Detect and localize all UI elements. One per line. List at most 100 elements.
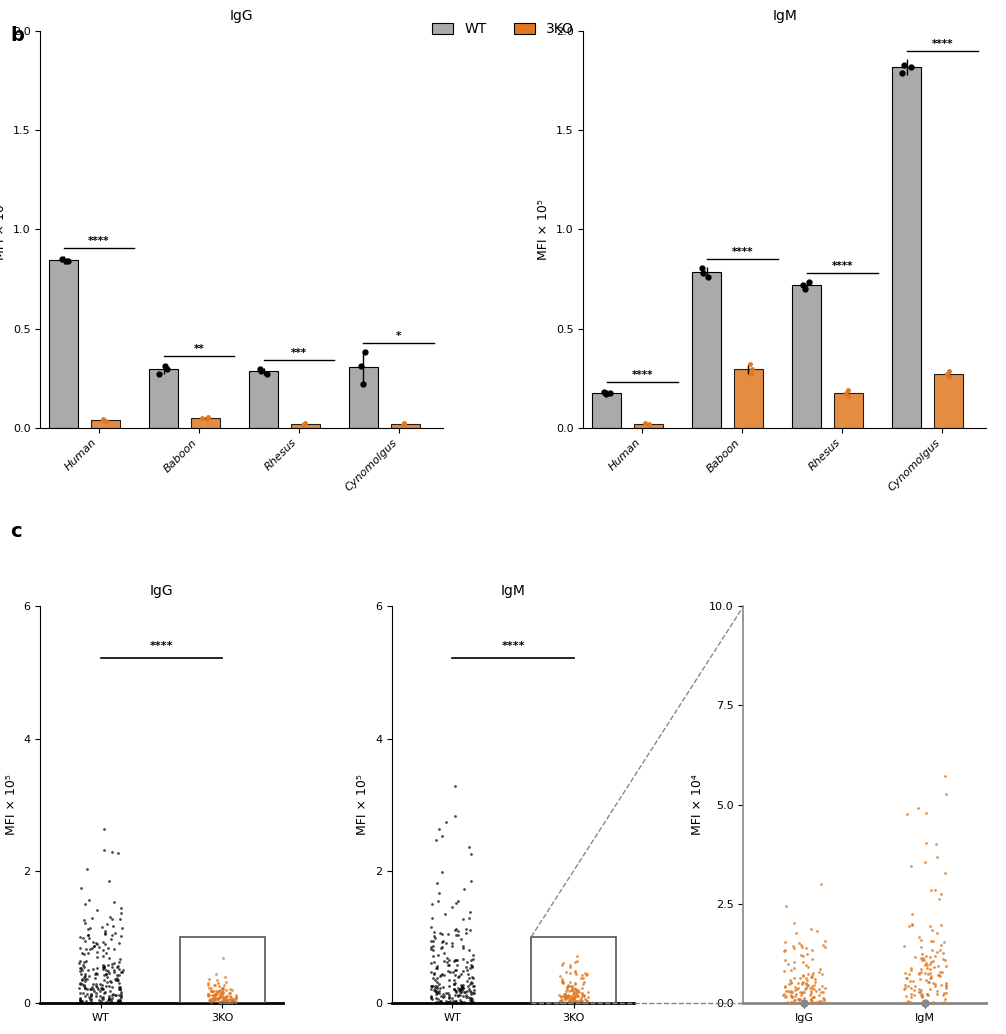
- Text: ****: ****: [831, 261, 853, 271]
- Point: [445, 964, 461, 980]
- Point: [805, 978, 821, 995]
- Bar: [792, 285, 821, 428]
- Point: [97, 936, 113, 952]
- Point: [97, 960, 113, 976]
- Point: [920, 966, 937, 982]
- Point: [83, 909, 100, 925]
- Point: [918, 805, 935, 822]
- Point: [929, 986, 945, 1003]
- Point: [778, 942, 794, 959]
- Point: [108, 972, 124, 989]
- Y-axis label: MFI × 10⁵: MFI × 10⁵: [537, 199, 550, 260]
- Point: [431, 820, 447, 837]
- Point: [86, 961, 102, 977]
- Point: [200, 977, 216, 994]
- Point: [218, 994, 234, 1010]
- Point: [579, 993, 596, 1009]
- Point: [575, 976, 592, 993]
- Point: [112, 986, 128, 1003]
- Point: [796, 954, 812, 971]
- Point: [429, 978, 445, 995]
- Point: [803, 982, 819, 999]
- Point: [102, 983, 118, 1000]
- Point: [557, 985, 573, 1002]
- Point: [563, 977, 579, 994]
- Point: [896, 937, 912, 953]
- Point: [112, 981, 128, 998]
- Point: [923, 933, 939, 949]
- Point: [454, 994, 470, 1010]
- Point: [804, 950, 820, 967]
- Point: [106, 941, 122, 957]
- Point: [95, 942, 111, 959]
- Point: [441, 978, 457, 995]
- Point: [212, 987, 228, 1004]
- Point: [572, 992, 589, 1008]
- Point: [76, 969, 93, 985]
- Point: [575, 986, 592, 1003]
- Point: [806, 989, 822, 1005]
- Point: [463, 956, 479, 973]
- Point: [104, 926, 120, 943]
- Point: [903, 985, 919, 1002]
- Point: [74, 975, 91, 992]
- Point: [115, 962, 131, 978]
- Point: [786, 970, 802, 986]
- Point: [114, 987, 130, 1004]
- Point: [800, 976, 816, 993]
- Point: [71, 963, 88, 979]
- Point: [933, 964, 949, 980]
- Point: [935, 951, 951, 968]
- Point: [557, 990, 573, 1006]
- Point: [460, 966, 476, 982]
- Point: [424, 977, 440, 994]
- Point: [429, 990, 445, 1006]
- Point: [462, 982, 478, 999]
- Point: [926, 933, 942, 949]
- Point: [555, 954, 571, 971]
- Point: [897, 979, 913, 996]
- Point: [79, 971, 96, 987]
- Text: ***: ***: [291, 347, 307, 358]
- Point: [556, 994, 572, 1010]
- Point: [559, 977, 575, 994]
- Point: [785, 938, 801, 954]
- Point: [427, 979, 443, 996]
- Point: [98, 924, 114, 941]
- Point: [425, 977, 441, 994]
- Point: [201, 980, 217, 997]
- Point: [939, 984, 955, 1001]
- Point: [433, 993, 449, 1009]
- Point: [426, 929, 442, 945]
- Point: [90, 980, 106, 997]
- Point: [562, 993, 578, 1009]
- Point: [77, 895, 94, 912]
- Point: [787, 992, 803, 1008]
- Point: [448, 895, 464, 912]
- Point: [218, 993, 234, 1009]
- Point: [906, 978, 923, 995]
- Point: [441, 990, 457, 1006]
- Point: [817, 939, 833, 955]
- Point: [215, 981, 231, 998]
- Point: [217, 993, 233, 1009]
- Point: [563, 987, 579, 1004]
- Point: [798, 979, 814, 996]
- Point: [462, 960, 478, 976]
- Point: [102, 973, 118, 990]
- Point: [919, 985, 936, 1002]
- Point: [80, 926, 97, 943]
- Point: [220, 995, 236, 1011]
- Point: [465, 969, 481, 985]
- Point: [923, 948, 939, 965]
- Point: [458, 920, 474, 937]
- Y-axis label: MFI × 10⁵: MFI × 10⁵: [356, 774, 369, 835]
- Point: [211, 995, 227, 1011]
- Point: [423, 991, 439, 1007]
- Point: [222, 981, 238, 998]
- Point: [776, 986, 792, 1003]
- Point: [110, 972, 126, 989]
- Point: [573, 984, 590, 1001]
- Point: [816, 991, 832, 1007]
- Point: [207, 977, 223, 994]
